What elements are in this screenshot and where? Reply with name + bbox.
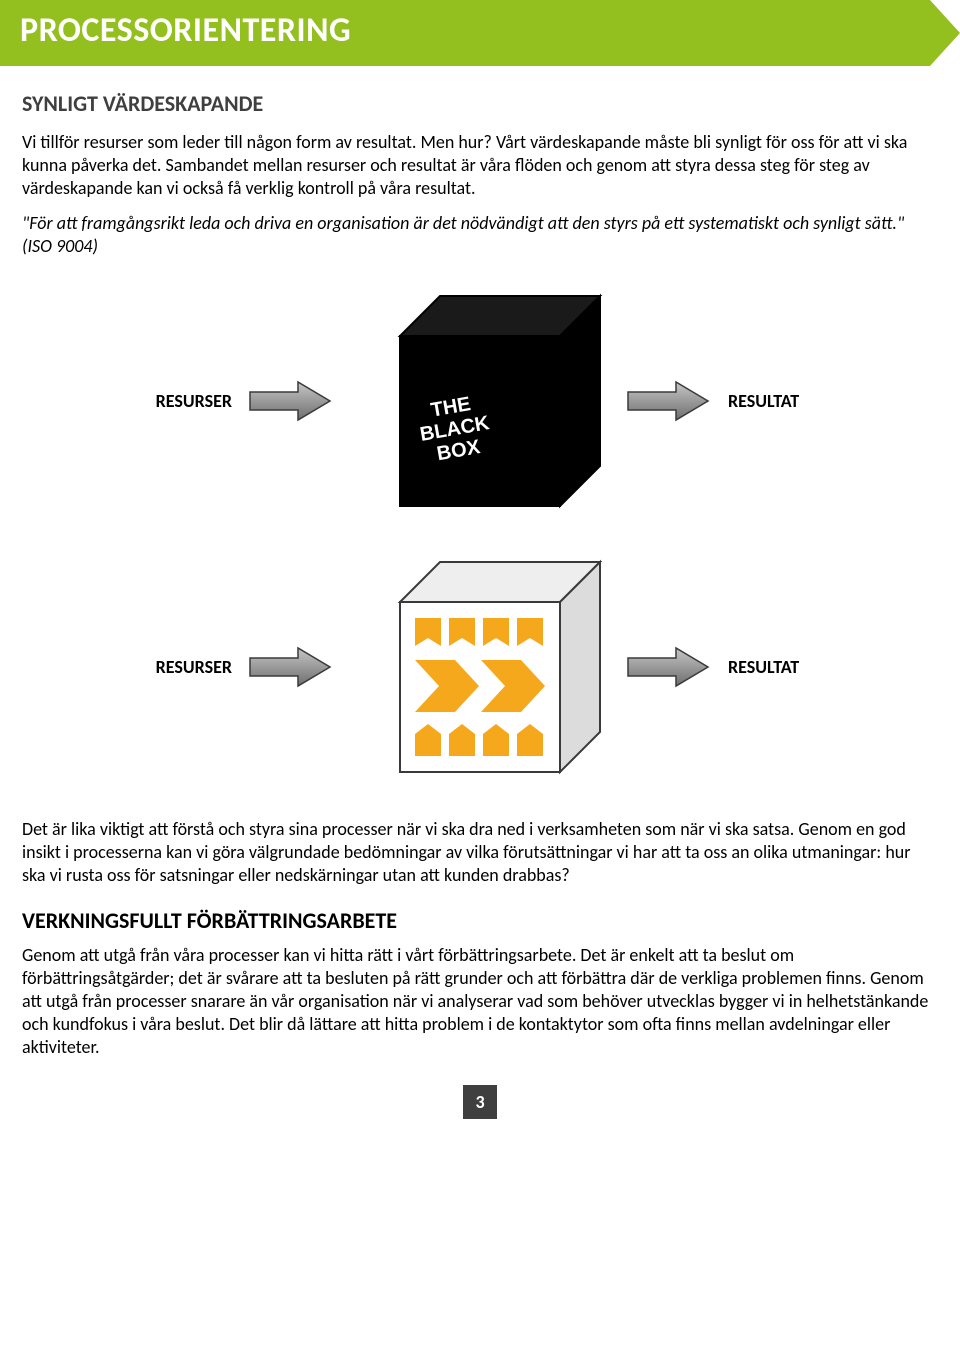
- openbox-svg: [355, 552, 605, 782]
- arrow-icon: [246, 376, 336, 426]
- diagram-area: RESURSER: [22, 286, 938, 782]
- diagram-row-blackbox: RESURSER: [22, 286, 938, 516]
- page-number: 3: [463, 1085, 497, 1119]
- label-resurser-2: RESURSER: [122, 656, 232, 678]
- black-box-cube: THE BLACK BOX: [350, 286, 610, 516]
- arrow-icon: [246, 642, 336, 692]
- page-title: PROCESSORIENTERING: [20, 10, 351, 51]
- section3-heading: VERKNINGSFULLT FÖRBÄTTRINGSARBETE: [22, 907, 938, 934]
- label-resultat-2: RESULTAT: [728, 656, 838, 678]
- section1-heading: SYNLIGT VÄRDESKAPANDE: [22, 90, 938, 117]
- diagram-row-openbox: RESURSER: [22, 552, 938, 782]
- blackbox-svg: THE BLACK BOX: [355, 286, 605, 516]
- content-area: SYNLIGT VÄRDESKAPANDE Vi tillför resurse…: [0, 90, 960, 1119]
- label-resurser-1: RESURSER: [122, 390, 232, 412]
- section2-para: Det är lika viktigt att förstå och styra…: [22, 818, 938, 887]
- section3-para: Genom att utgå från våra processer kan v…: [22, 944, 938, 1059]
- open-box-cube: [350, 552, 610, 782]
- section1-para: Vi tillför resurser som leder till någon…: [22, 131, 938, 200]
- arrow-icon: [624, 642, 714, 692]
- label-resultat-1: RESULTAT: [728, 390, 838, 412]
- header-band: PROCESSORIENTERING: [0, 0, 960, 66]
- arrow-icon: [624, 376, 714, 426]
- section1-quote: "För att framgångsrikt leda och driva en…: [22, 212, 938, 258]
